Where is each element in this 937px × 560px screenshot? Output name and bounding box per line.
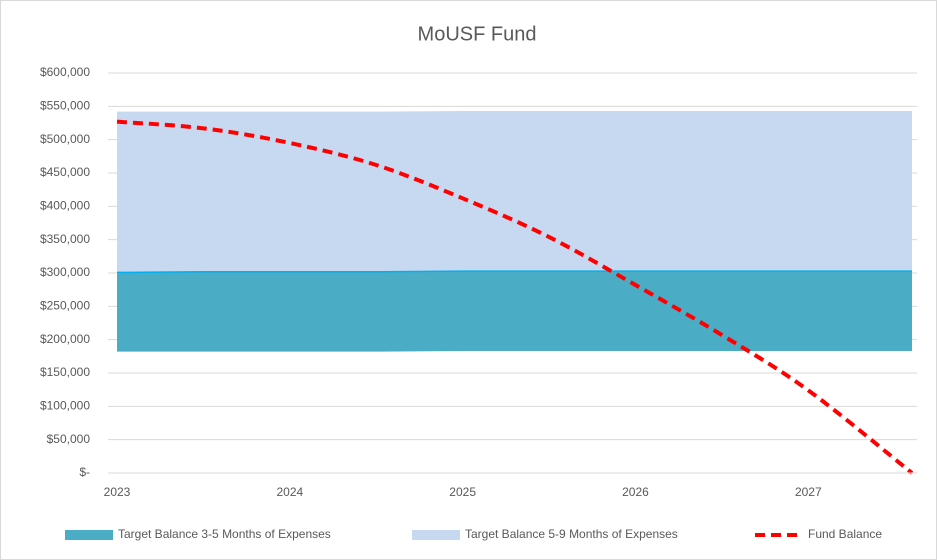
chart-title: MoUSF Fund <box>418 23 537 45</box>
y-tick-label: $450,000 <box>40 165 90 179</box>
band-area <box>117 111 912 272</box>
x-tick-label: 2024 <box>276 485 303 499</box>
x-tick-label: 2026 <box>622 485 649 499</box>
y-tick-label: $350,000 <box>40 232 90 246</box>
x-tick-label: 2027 <box>795 485 822 499</box>
y-tick-label: $500,000 <box>40 132 90 146</box>
legend-swatch <box>65 530 113 540</box>
y-tick-label: $100,000 <box>40 399 90 413</box>
fund-line <box>116 119 914 475</box>
y-tick-label: $300,000 <box>40 265 90 279</box>
y-tick-label: $50,000 <box>47 432 91 446</box>
y-tick-label: $- <box>79 465 90 479</box>
y-tick-label: $200,000 <box>40 332 90 346</box>
band-area <box>117 270 912 352</box>
legend-label: Target Balance 3-5 Months of Expenses <box>118 527 331 541</box>
x-tick-label: 2023 <box>104 485 131 499</box>
legend-swatch <box>412 530 460 540</box>
legend-label: Target Balance 5-9 Months of Expenses <box>465 527 678 541</box>
y-tick-label: $150,000 <box>40 365 90 379</box>
y-tick-label: $600,000 <box>40 65 90 79</box>
y-tick-label: $400,000 <box>40 199 90 213</box>
y-tick-label: $550,000 <box>40 99 90 113</box>
legend-label: Fund Balance <box>808 527 882 541</box>
x-tick-label: 2025 <box>449 485 476 499</box>
y-tick-label: $250,000 <box>40 299 90 313</box>
